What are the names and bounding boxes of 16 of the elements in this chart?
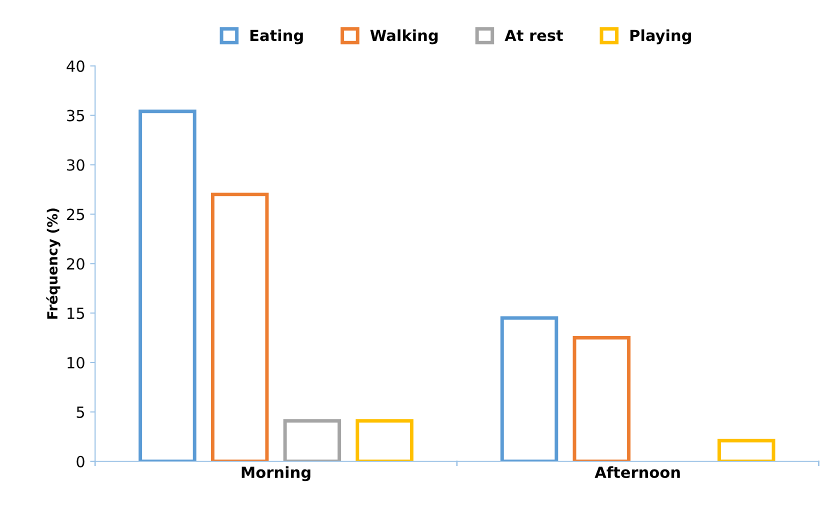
legend-label: At rest	[504, 30, 563, 42]
x-tick-label: Afternoon	[594, 466, 680, 478]
y-axis-title: Fréquency (%)	[46, 208, 60, 319]
y-tick-label: 25	[67, 208, 84, 220]
legend-label: Walking	[370, 29, 438, 44]
y-tick-label: 15	[68, 308, 84, 320]
y-tick-label: 30	[67, 159, 84, 171]
y-tick-label: 10	[68, 356, 84, 369]
legend-label: Playing	[630, 29, 692, 44]
x-tick-label: Morning	[242, 466, 310, 482]
legend-label: Eating	[250, 29, 303, 44]
y-tick-label: 40	[66, 60, 84, 72]
y-tick-label: 0	[76, 456, 84, 468]
y-tick-label: 20	[67, 258, 84, 270]
y-tick-label: 35	[67, 110, 84, 122]
y-tick-label: 5	[76, 406, 84, 418]
